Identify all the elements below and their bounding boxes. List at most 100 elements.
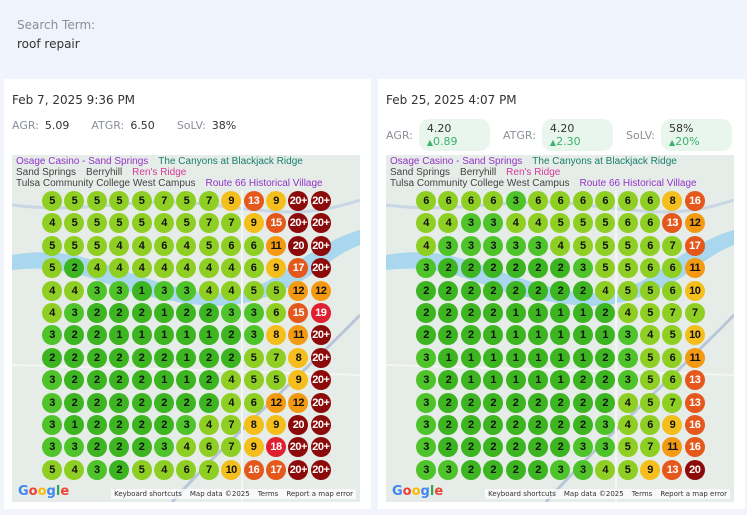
- rank-pin[interactable]: 2: [109, 303, 130, 323]
- rank-pin[interactable]: 1: [483, 347, 504, 368]
- rank-pin[interactable]: 1: [595, 325, 616, 346]
- rank-pin[interactable]: 6: [460, 191, 481, 211]
- rank-pin[interactable]: 5: [243, 370, 264, 391]
- rank-pin[interactable]: 3: [42, 437, 62, 458]
- rank-pin[interactable]: 13: [662, 213, 683, 234]
- rank-pin[interactable]: 7: [662, 303, 683, 323]
- rank-pin[interactable]: 2: [176, 392, 197, 413]
- rank-pin[interactable]: 1: [109, 325, 130, 346]
- rank-pin[interactable]: 3: [617, 347, 638, 368]
- rank-pin[interactable]: 6: [243, 258, 264, 279]
- rank-pin[interactable]: 2: [595, 370, 616, 391]
- rank-pin[interactable]: 2: [86, 370, 107, 391]
- rank-pin[interactable]: 5: [266, 370, 286, 391]
- rank-pin[interactable]: 2: [572, 280, 593, 301]
- rank-pin[interactable]: 4: [176, 437, 197, 458]
- rank-pin[interactable]: 2: [460, 325, 481, 346]
- rank-pin[interactable]: 11: [684, 347, 705, 368]
- rank-pin[interactable]: 3: [416, 437, 436, 458]
- rank-pin[interactable]: 1: [64, 415, 85, 435]
- rank-pin[interactable]: 8: [662, 191, 683, 211]
- rank-pin[interactable]: 2: [438, 258, 459, 279]
- rank-pin[interactable]: 3: [572, 459, 593, 480]
- rank-pin[interactable]: 2: [86, 325, 107, 346]
- rank-pin[interactable]: 9: [662, 415, 683, 435]
- rank-pin[interactable]: 4: [640, 325, 660, 346]
- rank-pin[interactable]: 9: [243, 213, 264, 234]
- rank-pin[interactable]: 1: [460, 347, 481, 368]
- rank-pin[interactable]: 5: [109, 191, 130, 211]
- attribution-link[interactable]: Keyboard shortcuts: [114, 490, 182, 498]
- rank-pin[interactable]: 1: [198, 325, 219, 346]
- rank-pin[interactable]: 5: [131, 191, 152, 211]
- rank-pin[interactable]: 4: [42, 213, 62, 234]
- rank-pin[interactable]: 1: [550, 325, 571, 346]
- rank-pin[interactable]: 1: [131, 280, 152, 301]
- rank-pin[interactable]: 2: [528, 459, 548, 480]
- rank-pin[interactable]: 20+: [310, 437, 331, 458]
- rank-pin[interactable]: 3: [243, 303, 264, 323]
- rank-pin[interactable]: 2: [528, 280, 548, 301]
- rank-pin[interactable]: 2: [528, 415, 548, 435]
- rank-pin[interactable]: 2: [460, 415, 481, 435]
- rank-pin[interactable]: 1: [572, 325, 593, 346]
- rank-pin[interactable]: 20: [288, 415, 309, 435]
- rank-pin[interactable]: 5: [42, 459, 62, 480]
- rank-pin[interactable]: 3: [617, 370, 638, 391]
- rank-pin[interactable]: 20+: [310, 191, 331, 211]
- rank-pin[interactable]: 3: [176, 280, 197, 301]
- rank-pin[interactable]: 1: [505, 325, 526, 346]
- rank-pin[interactable]: 12: [310, 280, 331, 301]
- rank-pin[interactable]: 2: [595, 303, 616, 323]
- rank-pin[interactable]: 2: [86, 392, 107, 413]
- rank-pin[interactable]: 3: [42, 325, 62, 346]
- rank-pin[interactable]: 1: [528, 325, 548, 346]
- rank-pin[interactable]: 8: [243, 415, 264, 435]
- rank-pin[interactable]: 1: [154, 370, 174, 391]
- rank-pin[interactable]: 3: [416, 370, 436, 391]
- rank-pin[interactable]: 2: [460, 258, 481, 279]
- rank-pin[interactable]: 3: [460, 213, 481, 234]
- rank-pin[interactable]: 1: [550, 303, 571, 323]
- rank-pin[interactable]: 2: [438, 392, 459, 413]
- rank-pin[interactable]: 2: [572, 392, 593, 413]
- rank-pin[interactable]: 3: [617, 325, 638, 346]
- rank-pin[interactable]: 5: [617, 437, 638, 458]
- attribution-link[interactable]: Terms: [257, 490, 279, 498]
- rank-pin[interactable]: 3: [154, 437, 174, 458]
- rank-pin[interactable]: 7: [154, 191, 174, 211]
- rank-pin[interactable]: 6: [640, 415, 660, 435]
- rank-pin[interactable]: 1: [460, 370, 481, 391]
- rank-pin[interactable]: 2: [198, 392, 219, 413]
- rank-pin[interactable]: 3: [64, 303, 85, 323]
- rank-pin[interactable]: 2: [550, 280, 571, 301]
- rank-pin[interactable]: 20+: [288, 459, 309, 480]
- rank-pin[interactable]: 2: [86, 437, 107, 458]
- rank-pin[interactable]: 3: [460, 235, 481, 256]
- rank-pin[interactable]: 2: [131, 303, 152, 323]
- rank-pin[interactable]: 5: [266, 280, 286, 301]
- rank-pin[interactable]: 6: [438, 191, 459, 211]
- rank-pin[interactable]: 3: [483, 235, 504, 256]
- rank-pin[interactable]: 6: [176, 459, 197, 480]
- rank-pin[interactable]: 3: [176, 415, 197, 435]
- rank-pin[interactable]: 7: [198, 459, 219, 480]
- rank-pin[interactable]: 2: [109, 370, 130, 391]
- rank-pin[interactable]: 5: [64, 235, 85, 256]
- rank-pin[interactable]: 13: [684, 370, 705, 391]
- rank-pin[interactable]: 20+: [310, 459, 331, 480]
- rank-pin[interactable]: 4: [64, 459, 85, 480]
- rank-pin[interactable]: 3: [572, 437, 593, 458]
- rank-pin[interactable]: 6: [662, 258, 683, 279]
- rank-pin[interactable]: 2: [131, 370, 152, 391]
- rank-pin[interactable]: 4: [86, 258, 107, 279]
- rank-pin[interactable]: 9: [221, 191, 242, 211]
- rank-pin[interactable]: 6: [640, 213, 660, 234]
- rank-pin[interactable]: 2: [572, 415, 593, 435]
- rank-pin[interactable]: 6: [154, 235, 174, 256]
- rank-pin[interactable]: 2: [505, 258, 526, 279]
- rank-pin[interactable]: 4: [221, 370, 242, 391]
- rank-pin[interactable]: 2: [109, 392, 130, 413]
- rank-pin[interactable]: 2: [64, 370, 85, 391]
- rank-pin[interactable]: 2: [483, 303, 504, 323]
